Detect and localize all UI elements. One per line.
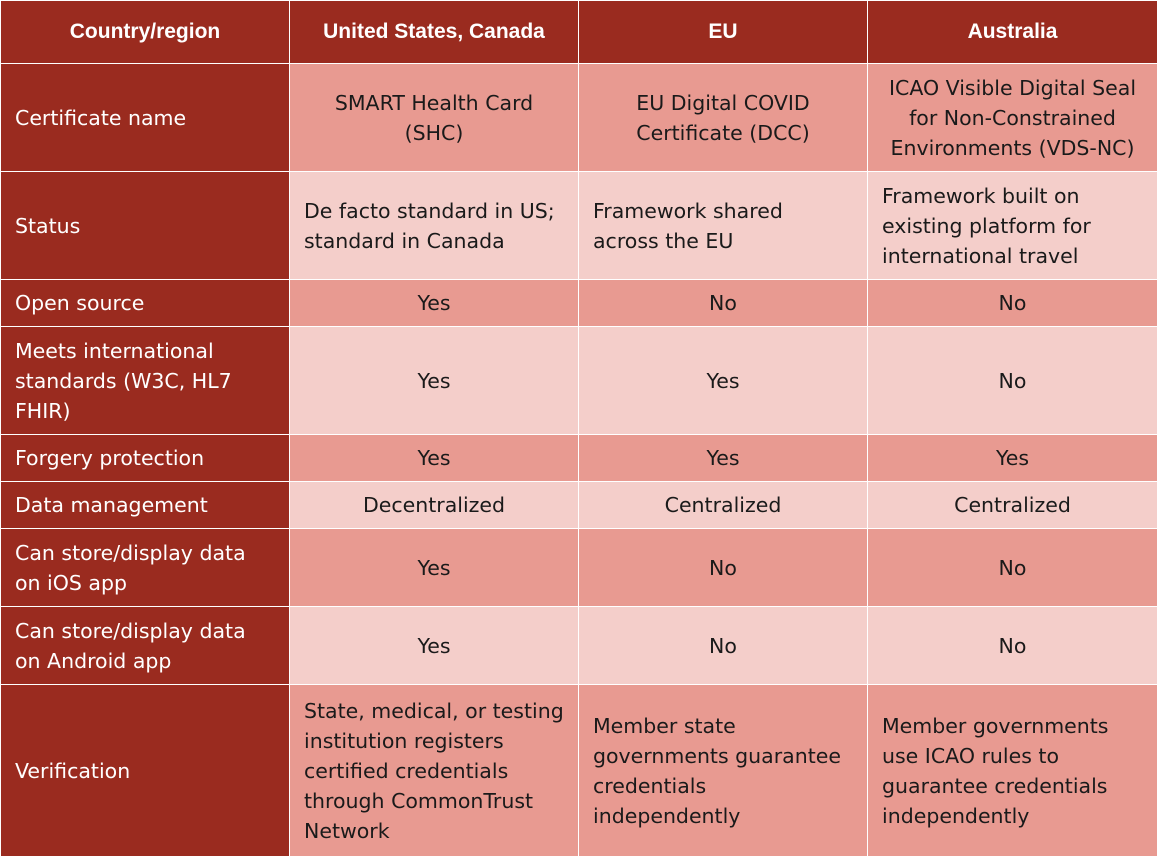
row-label: Certificate name <box>1 64 290 172</box>
cell-us: Yes <box>290 327 579 435</box>
cell-us: Decentralized <box>290 482 579 529</box>
cell-australia: Framework built on existing platform for… <box>868 172 1157 280</box>
cell-us: De facto standard in US; standard in Can… <box>290 172 579 280</box>
row-label: Data management <box>1 482 290 529</box>
header-united-states-canada: United States, Canada <box>290 1 579 64</box>
cell-australia: Yes <box>868 435 1157 482</box>
header-australia: Australia <box>868 1 1157 64</box>
cell-eu: Framework shared across the EU <box>579 172 868 280</box>
row-label: Verification <box>1 685 290 857</box>
row-label: Can store/display data on Android app <box>1 607 290 685</box>
cell-eu: Yes <box>579 327 868 435</box>
cell-us: Yes <box>290 607 579 685</box>
header-row: Country/region United States, Canada EU … <box>1 1 1157 64</box>
row-label: Meets international standards (W3C, HL7 … <box>1 327 290 435</box>
row-meets-international-standards: Meets international standards (W3C, HL7 … <box>1 327 1157 435</box>
row-verification: Verification State, medical, or testing … <box>1 685 1157 857</box>
cell-australia: No <box>868 607 1157 685</box>
row-label: Status <box>1 172 290 280</box>
header-eu: EU <box>579 1 868 64</box>
cell-us: SMART Health Card (SHC) <box>290 64 579 172</box>
row-label: Can store/display data on iOS app <box>1 529 290 607</box>
row-data-management: Data management Decentralized Centralize… <box>1 482 1157 529</box>
row-status: Status De facto standard in US; standard… <box>1 172 1157 280</box>
row-certificate-name: Certificate name SMART Health Card (SHC)… <box>1 64 1157 172</box>
cell-eu: No <box>579 280 868 327</box>
row-android-app: Can store/display data on Android app Ye… <box>1 607 1157 685</box>
cell-australia: No <box>868 327 1157 435</box>
cell-australia: ICAO Visible Digital Seal for Non-Constr… <box>868 64 1157 172</box>
cell-us: Yes <box>290 435 579 482</box>
cell-australia: Member governments use ICAO rules to gua… <box>868 685 1157 857</box>
cell-eu: EU Digital COVID Certificate (DCC) <box>579 64 868 172</box>
row-ios-app: Can store/display data on iOS app Yes No… <box>1 529 1157 607</box>
cell-eu: No <box>579 607 868 685</box>
header-country-region: Country/region <box>1 1 290 64</box>
cell-australia: Centralized <box>868 482 1157 529</box>
row-forgery-protection: Forgery protection Yes Yes Yes <box>1 435 1157 482</box>
cell-eu: Yes <box>579 435 868 482</box>
cell-australia: No <box>868 529 1157 607</box>
cell-eu: No <box>579 529 868 607</box>
row-open-source: Open source Yes No No <box>1 280 1157 327</box>
cell-us: State, medical, or testing institution r… <box>290 685 579 857</box>
cell-australia: No <box>868 280 1157 327</box>
cell-eu: Centralized <box>579 482 868 529</box>
row-label: Forgery protection <box>1 435 290 482</box>
cell-eu: Member state governments guarantee crede… <box>579 685 868 857</box>
cell-us: Yes <box>290 529 579 607</box>
row-label: Open source <box>1 280 290 327</box>
cell-us: Yes <box>290 280 579 327</box>
